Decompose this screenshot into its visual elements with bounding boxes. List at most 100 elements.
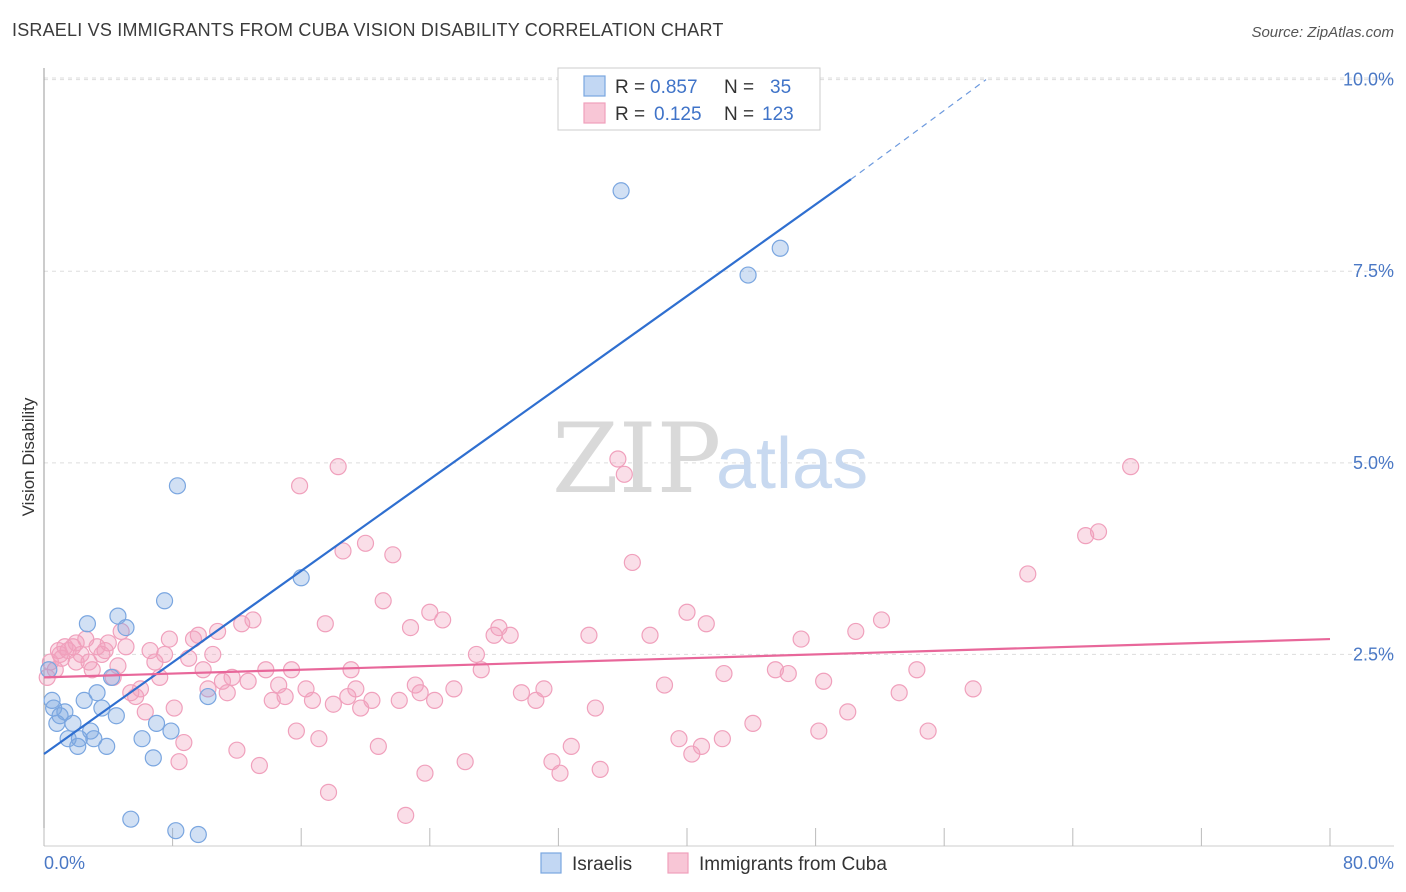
cuba-point-65 — [347, 680, 365, 698]
cuba-point-81 — [445, 680, 463, 698]
cuba-point-103 — [678, 603, 696, 621]
watermark-atlas: atlas — [716, 424, 868, 504]
cuba-point-106 — [697, 615, 715, 633]
legend-r-value-cuba: 0.125 — [654, 104, 702, 125]
cuba-point-59 — [319, 783, 338, 801]
cuba-point-124 — [1089, 523, 1108, 541]
cuba-point-95 — [586, 699, 604, 717]
chart-title: ISRAELI VS IMMIGRANTS FROM CUBA VISION D… — [12, 20, 724, 40]
israelis-point-23 — [144, 749, 162, 767]
cuba-point-42 — [223, 668, 241, 687]
x-tick-label-min: 0.0% — [44, 853, 85, 873]
cuba-point-44 — [233, 615, 251, 633]
cuba-point-16 — [99, 634, 117, 652]
legend-r-label-cuba: R = — [615, 104, 645, 125]
cuba-point-51 — [276, 687, 294, 706]
cuba-point-111 — [779, 664, 797, 683]
legend-n-value-israelis: 35 — [770, 77, 791, 98]
israelis-point-32 — [612, 182, 630, 200]
cuba-point-45 — [239, 672, 257, 690]
cuba-point-31 — [170, 753, 188, 771]
israelis-point-18 — [107, 707, 125, 725]
cuba-point-57 — [310, 730, 328, 748]
watermark-zip: ZIP — [552, 403, 721, 515]
cuba-point-58 — [316, 615, 334, 633]
israelis-point-33 — [739, 266, 757, 284]
cuba-point-92 — [551, 764, 569, 782]
cuba-point-79 — [426, 691, 444, 709]
cuba-point-82 — [456, 753, 474, 771]
israelis-point-16 — [98, 737, 116, 755]
cuba-point-74 — [401, 618, 420, 637]
cuba-point-112 — [792, 630, 810, 648]
israelis-point-27 — [167, 822, 185, 840]
cuba-point-119 — [908, 661, 926, 679]
cuba-point-29 — [160, 630, 178, 648]
israelis-point-10 — [75, 691, 93, 709]
cuba-point-43 — [228, 741, 246, 759]
cuba-point-100 — [641, 626, 659, 644]
cuba-point-54 — [290, 477, 309, 495]
x-tick-label-max: 80.0% — [1343, 853, 1394, 873]
trend-lines — [43, 79, 1331, 755]
cuba-point-68 — [363, 691, 381, 709]
israelis-point-29 — [189, 825, 207, 844]
legend-n-label-israelis: N = — [724, 77, 754, 98]
y-axis-label: Vision Disability — [19, 397, 38, 516]
y-tick-label-2: 7.5% — [1353, 261, 1394, 281]
bottom-legend-label-cuba: Immigrants from Cuba — [699, 854, 887, 875]
cuba-point-83 — [467, 645, 486, 664]
israelis-point-25 — [155, 592, 174, 610]
legend-r-value-israelis: 0.857 — [650, 77, 698, 98]
legend-r-label-israelis: R = — [615, 77, 645, 98]
cuba-point-87 — [501, 626, 519, 644]
cuba-point-101 — [655, 676, 674, 694]
cuba-point-80 — [434, 611, 452, 629]
cuba-point-94 — [580, 626, 598, 644]
cuba-point-98 — [615, 465, 633, 483]
cuba-point-49 — [263, 691, 281, 709]
y-tick-label-1: 5.0% — [1353, 453, 1394, 473]
cuba-point-90 — [535, 680, 553, 698]
cuba-point-36 — [194, 661, 212, 679]
cuba-point-121 — [964, 680, 982, 698]
cuba-point-113 — [810, 722, 828, 740]
cuba-point-20 — [117, 638, 135, 656]
cuba-point-72 — [390, 691, 408, 709]
trend-line-cuba — [43, 637, 1331, 679]
israelis-point-17 — [102, 668, 121, 687]
cuba-point-53 — [287, 722, 305, 740]
cuba-point-88 — [512, 684, 531, 702]
y-tick-label-3: 10.0% — [1343, 70, 1394, 90]
israelis-point-24 — [147, 714, 166, 732]
cuba-point-61 — [329, 458, 347, 476]
trend-line-israelis — [43, 178, 852, 755]
source-credit: Source: ZipAtlas.com — [1251, 24, 1394, 41]
israelis-point-34 — [771, 239, 789, 257]
israelis-point-21 — [122, 810, 140, 828]
cuba-point-126 — [51, 645, 69, 664]
legend-swatch-israelis — [583, 75, 606, 97]
cuba-point-123 — [1077, 527, 1095, 545]
cuba-point-70 — [374, 592, 392, 610]
cuba-point-41 — [218, 684, 236, 702]
cuba-point-62 — [334, 542, 352, 560]
cuba-point-60 — [324, 695, 342, 713]
israelis-point-20 — [117, 618, 135, 637]
cuba-point-96 — [591, 760, 609, 778]
bottom-legend-label-israelis: Israelis — [572, 854, 632, 875]
israelis-point-0 — [40, 661, 58, 679]
x-axis-ticks — [43, 828, 1331, 846]
cuba-point-108 — [715, 664, 733, 683]
legend-n-label-cuba: N = — [724, 104, 754, 125]
bottom-legend-swatch-israelis — [540, 852, 562, 874]
cuba-point-102 — [670, 730, 688, 748]
cuba-point-64 — [342, 661, 360, 679]
israelis-point-7 — [64, 714, 82, 732]
bottom-legend-swatch-cuba — [667, 852, 689, 874]
cuba-point-93 — [562, 737, 580, 755]
watermark: ZIP atlas — [552, 403, 868, 515]
cuba-point-99 — [623, 553, 641, 572]
cuba-point-105 — [692, 737, 711, 755]
cuba-point-97 — [609, 450, 627, 468]
